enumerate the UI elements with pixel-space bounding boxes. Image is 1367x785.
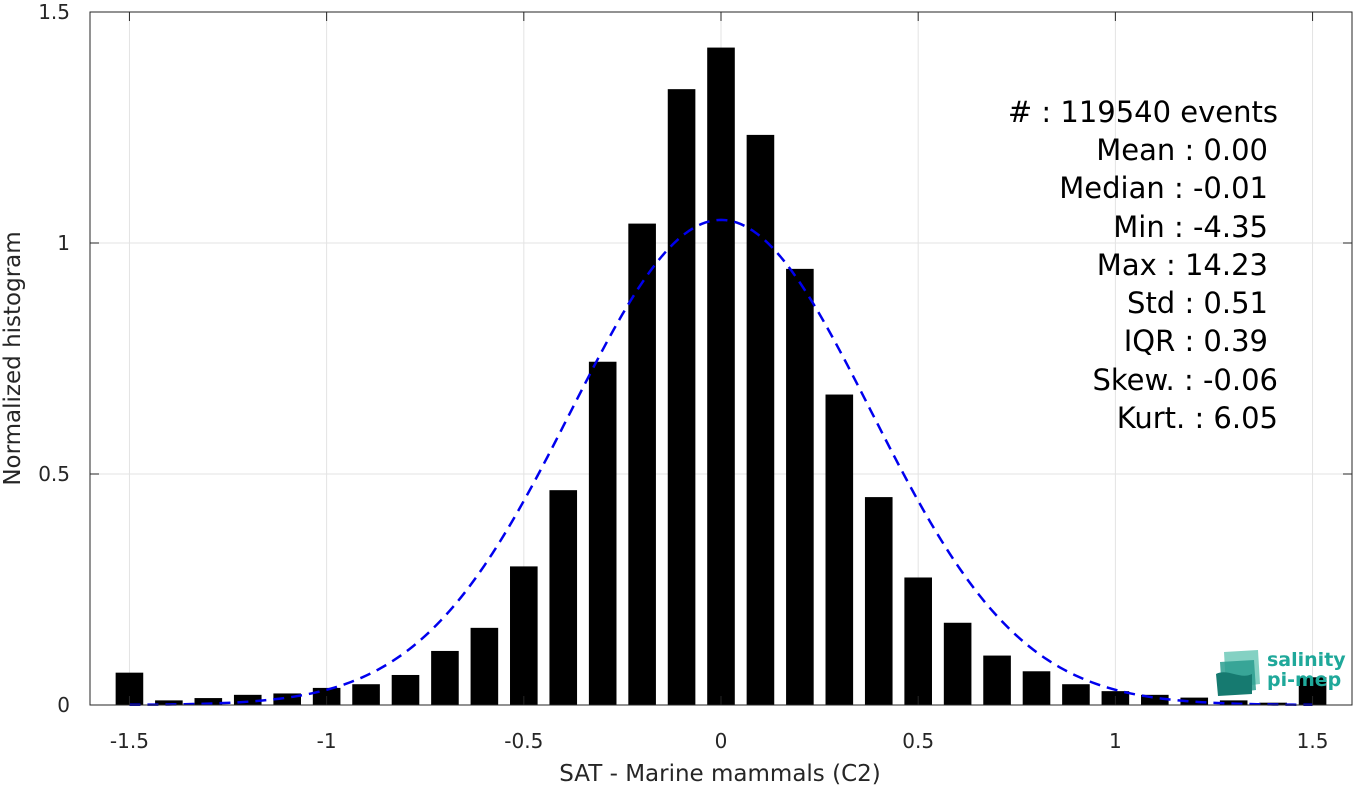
stats-row-8: Kurt. : 6.05 (1117, 401, 1278, 435)
axis-ticks (90, 11, 1352, 706)
logo-line-2: pi-mep (1267, 669, 1341, 691)
histogram-bar-3 (233, 694, 262, 705)
histogram-bars (115, 47, 1327, 706)
histogram-bar-22 (983, 655, 1011, 705)
histogram-bar-24 (1062, 684, 1090, 705)
histogram-bar-15 (707, 47, 735, 706)
histogram-bar-13 (628, 223, 656, 705)
x-tick-label-1: -1 (317, 729, 337, 753)
x-tick-label-5: 1 (1109, 729, 1122, 753)
histogram-bar-26 (1141, 694, 1169, 705)
salinity-pi-mep-logo: salinity pi-mep (1216, 649, 1346, 696)
histogram-bar-17 (786, 268, 814, 705)
stats-row-4: Max : 14.23 (1097, 248, 1268, 282)
histogram-bar-9 (470, 627, 499, 705)
histogram-bar-8 (431, 650, 459, 705)
stats-value-2: : -0.01 (1174, 171, 1268, 205)
histogram-bar-12 (588, 361, 617, 705)
stats-value-8: : 6.05 (1194, 401, 1278, 435)
statistics-panel: # : 119540 events Mean : 0.00 Median : -0.… (1008, 95, 1278, 435)
stats-value-6: : 0.39 (1184, 324, 1268, 358)
stats-row-6: IQR : 0.39 (1124, 324, 1268, 358)
histogram-bar-14 (667, 89, 696, 706)
stats-row-7: Skew. : -0.06 (1092, 363, 1278, 397)
y-tick-label-1: 0.5 (38, 462, 70, 486)
stats-value-0: : 119540 events (1041, 95, 1278, 129)
x-tick-label-3: 0 (715, 729, 728, 753)
x-tick-label-6: 1.5 (1297, 729, 1329, 753)
histogram-bar-18 (825, 394, 854, 705)
stats-row-0: # : 119540 events (1008, 95, 1278, 129)
logo-line-1: salinity (1267, 649, 1346, 671)
x-axis-title: SAT - Marine mammals (C2) (559, 761, 881, 785)
histogram-bar-2 (194, 698, 223, 705)
histogram-bar-16 (746, 134, 775, 706)
stats-row-5: Std : 0.51 (1127, 286, 1268, 320)
x-tick-label-2: -0.5 (504, 729, 543, 753)
stats-value-7: : -0.06 (1184, 363, 1278, 397)
histogram-bar-23 (1022, 671, 1051, 705)
stats-label-0: # (1008, 95, 1042, 129)
y-axis-title: Normalized histogram (0, 231, 26, 485)
histogram-bar-1 (155, 700, 183, 705)
histogram-bar-11 (549, 490, 578, 705)
wave-layers-icon (1216, 650, 1260, 696)
stats-label-1: Mean (1096, 133, 1184, 167)
histogram-bar-20 (904, 577, 932, 705)
stats-label-5: Std (1127, 286, 1184, 320)
stats-value-3: : -4.35 (1174, 210, 1268, 244)
gaussian-fit-curve (129, 218, 1313, 707)
stats-row-3: Min : -4.35 (1113, 210, 1268, 244)
stats-value-5: : 0.51 (1184, 286, 1268, 320)
histogram-bar-6 (352, 684, 380, 705)
y-tick-label-0: 0 (57, 693, 70, 717)
x-tick-label-4: 0.5 (902, 729, 934, 753)
y-tick-label-2: 1 (57, 231, 70, 255)
stats-value-1: : 0.00 (1184, 133, 1268, 167)
histogram-bar-19 (864, 497, 893, 705)
stats-value-4: : 14.23 (1166, 248, 1268, 282)
stats-row-1: Mean : 0.00 (1096, 133, 1268, 167)
histogram-bar-10 (510, 566, 538, 705)
stats-row-2: Median : -0.01 (1059, 171, 1268, 205)
stats-label-2: Median (1059, 171, 1174, 205)
stats-label-7: Skew. (1092, 363, 1184, 397)
x-tick-labels: -1.5 -1 -0.5 0 0.5 1 1.5 (110, 729, 1329, 753)
stats-label-8: Kurt. (1117, 401, 1195, 435)
histogram-bar-4 (273, 693, 301, 705)
histogram-bar-27 (1180, 697, 1209, 705)
stats-label-4: Max (1097, 248, 1166, 282)
y-tick-labels: 0 0.5 1 1.5 (38, 0, 70, 717)
x-tick-label-0: -1.5 (110, 729, 149, 753)
y-tick-label-3: 1.5 (38, 0, 70, 24)
stats-label-6: IQR (1124, 324, 1185, 358)
histogram-bar-7 (391, 674, 420, 705)
stats-label-3: Min (1113, 210, 1174, 244)
histogram-bar-21 (943, 622, 972, 705)
